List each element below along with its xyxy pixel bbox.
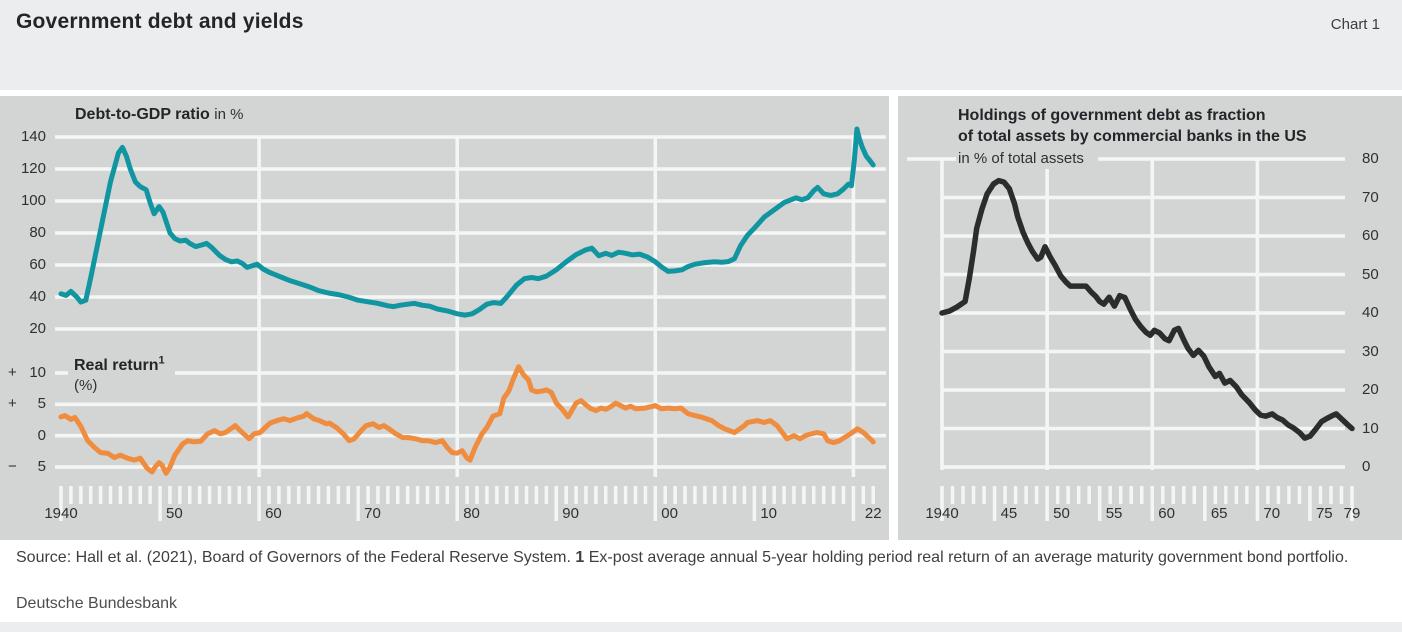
real-return-title-bold: Real return xyxy=(74,357,159,375)
header-band xyxy=(0,0,1402,90)
attribution: Deutsche Bundesbank xyxy=(16,595,177,612)
left-chart-panel xyxy=(0,96,889,540)
right-chart-title-unit: in % of total assets xyxy=(956,150,1098,169)
source-text: Source: Hall et al. (2021), Board of Gov… xyxy=(16,549,571,566)
left-chart-title: Debt-to-GDP ratio in % xyxy=(75,104,243,125)
right-chart-title: Holdings of government debt as fraction … xyxy=(956,105,1307,169)
right-chart-title-line2: of total assets by commercial banks in t… xyxy=(958,128,1307,145)
page-title: Government debt and yields xyxy=(16,10,304,33)
real-return-title: Real return1 (%) xyxy=(68,351,175,399)
chart-number-label: Chart 1 xyxy=(1330,16,1380,33)
right-chart-title-line1: Holdings of government debt as fraction xyxy=(958,107,1266,124)
left-chart-title-bold: Debt-to-GDP ratio xyxy=(75,106,210,123)
footnote-marker: 1 xyxy=(158,355,165,367)
footnote-text: Ex-post average annual 5-year holding pe… xyxy=(588,549,1349,566)
real-return-title-unit: (%) xyxy=(74,377,98,395)
left-chart-title-unit: in % xyxy=(214,106,244,123)
source-note: Source: Hall et al. (2021), Board of Gov… xyxy=(16,548,1394,567)
bottom-band xyxy=(0,622,1402,632)
footnote-number: 1 xyxy=(575,549,585,566)
